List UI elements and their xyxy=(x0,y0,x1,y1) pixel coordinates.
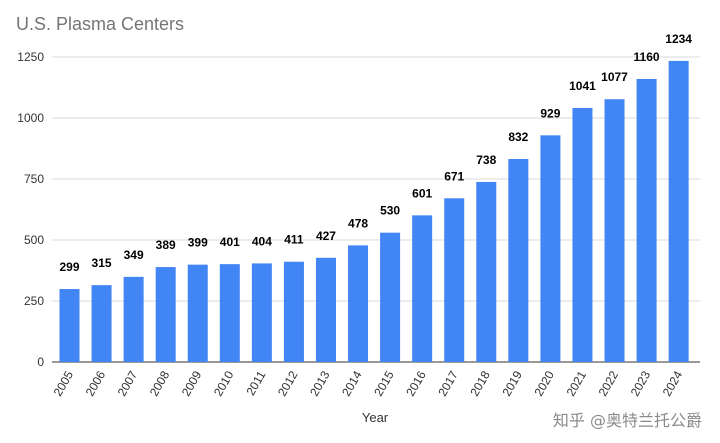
bar xyxy=(636,78,657,363)
bar xyxy=(412,215,433,362)
chart-title: U.S. Plasma Centers xyxy=(16,14,185,34)
x-tick-label: 2010 xyxy=(211,368,237,398)
bar xyxy=(572,107,593,362)
x-tick-label: 2011 xyxy=(243,368,268,398)
y-tick-label: 500 xyxy=(24,233,44,247)
data-label: 1234 xyxy=(665,32,692,46)
data-label: 299 xyxy=(59,260,79,274)
data-label: 315 xyxy=(92,256,112,270)
data-label: 738 xyxy=(476,153,496,167)
x-tick-label: 2014 xyxy=(339,368,365,398)
data-label: 929 xyxy=(540,106,560,120)
bar xyxy=(444,198,465,362)
x-tick-label: 2008 xyxy=(147,368,173,398)
y-tick-label: 750 xyxy=(24,172,44,186)
data-label: 671 xyxy=(444,169,464,183)
bar xyxy=(508,158,529,362)
x-tick-label: 2009 xyxy=(179,368,205,398)
x-tick-label: 2016 xyxy=(403,368,429,398)
y-axis-tick-labels: 0 250 500 750 1000 1250 xyxy=(17,50,44,369)
bar xyxy=(476,181,497,362)
x-tick-label: 2022 xyxy=(596,368,622,398)
x-tick-label: 2012 xyxy=(275,368,301,398)
x-axis-label: Year xyxy=(362,410,389,425)
y-tick-label: 250 xyxy=(24,294,44,308)
y-tick-label: 0 xyxy=(37,355,44,369)
bar xyxy=(604,99,625,362)
x-tick-label: 2017 xyxy=(435,368,461,398)
data-label: 478 xyxy=(348,216,368,230)
x-tick-label: 2007 xyxy=(115,368,141,398)
data-label: 601 xyxy=(412,186,432,200)
data-label: 1160 xyxy=(634,50,660,64)
x-tick-label: 2015 xyxy=(371,368,397,398)
bar xyxy=(251,263,272,362)
data-label: 399 xyxy=(188,236,208,250)
y-tick-label: 1000 xyxy=(17,111,44,125)
x-tick-label: 2019 xyxy=(499,368,525,398)
bar xyxy=(123,276,144,362)
data-label: 832 xyxy=(508,130,528,144)
bar xyxy=(187,264,208,362)
x-tick-label: 2021 xyxy=(564,368,590,398)
x-tick-label: 2023 xyxy=(628,368,654,398)
grid-lines xyxy=(52,56,700,363)
bar xyxy=(59,289,80,362)
data-label: 349 xyxy=(124,248,144,262)
bar xyxy=(540,135,561,362)
bar xyxy=(91,285,112,362)
x-axis-tick-labels: 2005 2006 2007 2008 2009 2010 2011 2012 2013 2014… xyxy=(51,368,686,398)
data-label: 530 xyxy=(380,204,400,218)
data-label: 427 xyxy=(316,229,336,243)
bar xyxy=(315,257,336,362)
data-label: 411 xyxy=(284,233,304,247)
x-tick-label: 2024 xyxy=(660,368,686,398)
data-label: 1041 xyxy=(569,79,596,93)
data-label: 1077 xyxy=(601,70,628,84)
y-tick-label: 1250 xyxy=(17,50,44,64)
bars xyxy=(59,60,689,363)
bar xyxy=(668,60,689,363)
watermark: 知乎 @奥特兰托公爵 xyxy=(552,411,702,430)
bar xyxy=(219,264,240,362)
data-label: 401 xyxy=(220,235,240,249)
bar xyxy=(155,267,176,362)
data-labels: 299 315 349 389 399 401 404 411 427 478 530 601 671 7… xyxy=(59,32,692,274)
x-tick-label: 2020 xyxy=(532,368,558,398)
x-tick-label: 2018 xyxy=(467,368,493,398)
bar xyxy=(348,245,369,362)
x-tick-label: 2006 xyxy=(83,368,109,398)
x-tick-label: 2005 xyxy=(51,368,77,398)
data-label: 404 xyxy=(252,234,272,248)
data-label: 389 xyxy=(156,238,176,252)
bar xyxy=(380,232,401,362)
x-tick-label: 2013 xyxy=(307,368,333,398)
bar xyxy=(283,261,304,362)
